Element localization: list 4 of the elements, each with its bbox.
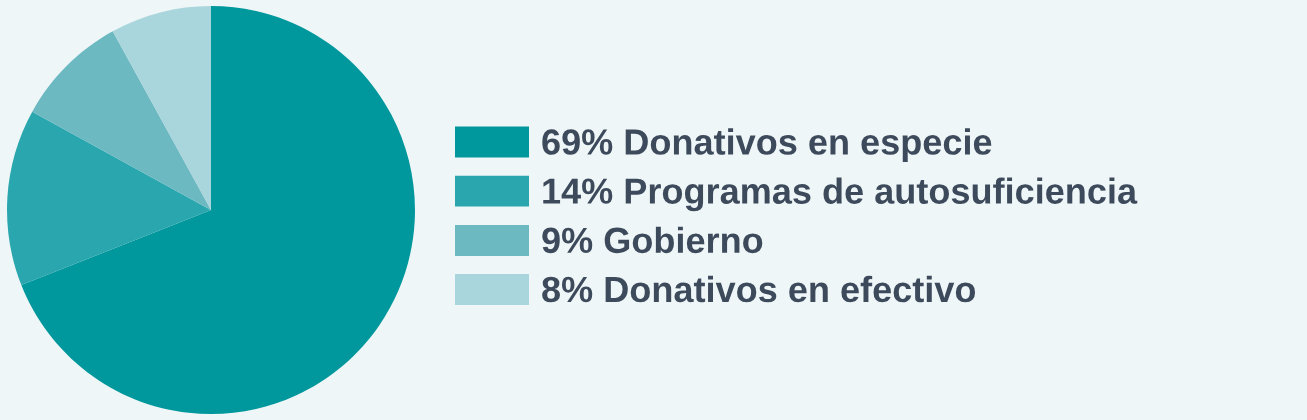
legend-label: 8% Donativos en efectivo [542, 275, 976, 303]
legend-label: 9% Gobierno [542, 226, 763, 254]
legend-label: 69% Donativos en especie [542, 128, 992, 162]
legend-label: 14% Programas de autosuficiencia [543, 177, 1138, 212]
